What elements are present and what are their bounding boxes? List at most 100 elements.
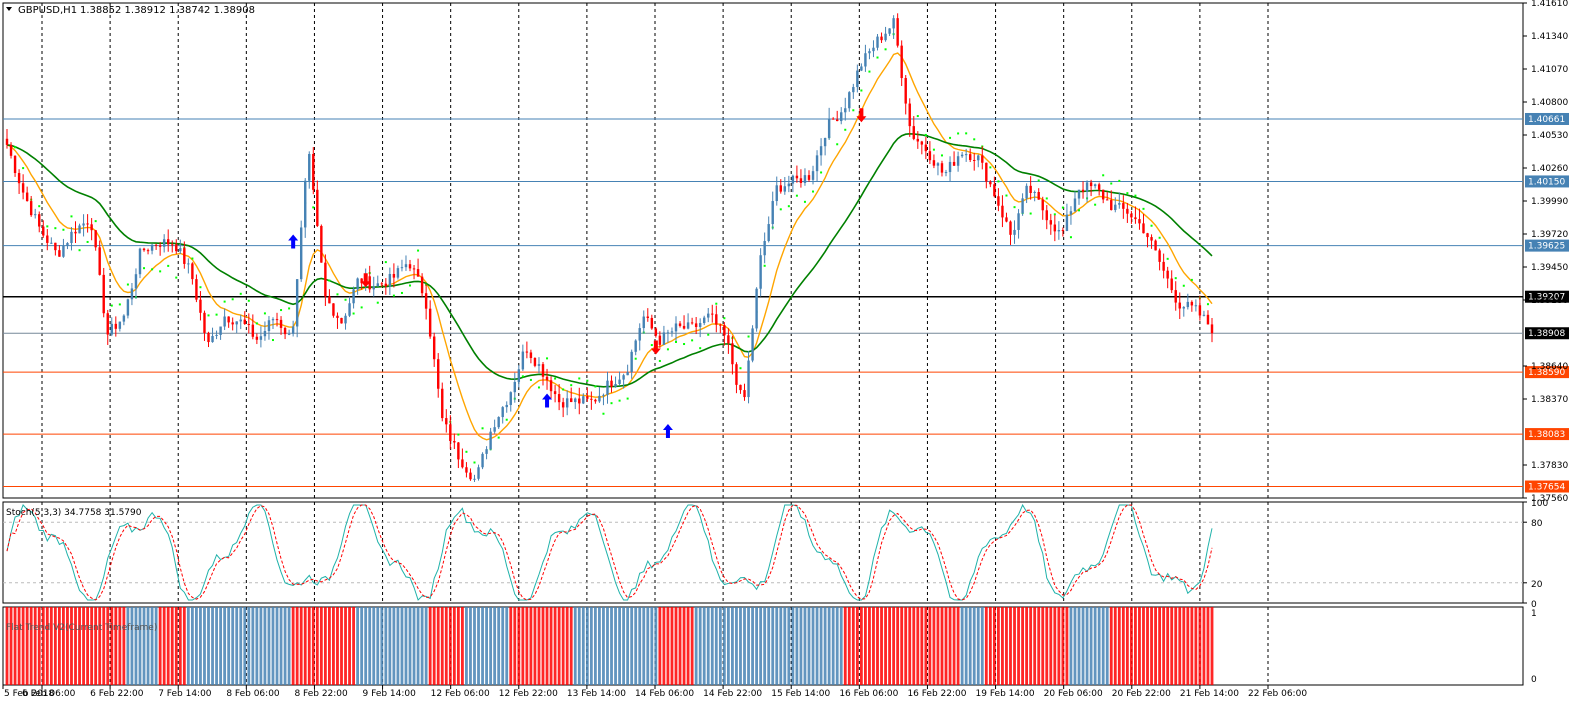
candle-body — [666, 332, 670, 334]
candle-body — [497, 417, 500, 428]
trend-bar — [360, 607, 364, 685]
trend-bar — [182, 607, 186, 685]
candle-body — [590, 398, 593, 400]
trend-bar — [811, 607, 815, 685]
candle-body — [997, 196, 1000, 206]
trend-bar — [452, 607, 456, 685]
trend-bar — [150, 607, 154, 685]
candle-body — [34, 214, 37, 216]
trend-bar — [231, 607, 235, 685]
trend-bar — [1129, 607, 1133, 685]
candle-body — [541, 364, 545, 377]
trend-bar — [352, 607, 355, 685]
trend-bar — [255, 607, 259, 685]
psar-dot — [465, 450, 468, 453]
candle-body — [1154, 240, 1157, 251]
candle-body — [437, 359, 440, 389]
trend-bar — [279, 607, 283, 685]
trend-bar — [561, 607, 565, 685]
level-badge — [1525, 290, 1569, 303]
trend-bar — [134, 607, 138, 685]
trend-bar — [178, 607, 182, 685]
candle-body — [316, 189, 319, 226]
trend-bar — [227, 607, 231, 685]
candle-body — [1118, 203, 1121, 205]
candle-body — [461, 459, 464, 468]
trend-bar — [694, 607, 698, 685]
trend-bar — [823, 607, 827, 685]
candle-body — [944, 172, 948, 174]
trend-bar — [130, 607, 134, 685]
candle-body — [477, 467, 480, 479]
chevron-down-icon[interactable] — [6, 7, 12, 11]
trend-bar — [303, 607, 307, 685]
trend-bar — [718, 607, 722, 685]
candle-body — [670, 331, 674, 333]
candle-body — [751, 328, 754, 361]
candle-body — [602, 394, 605, 396]
trend-bar — [29, 607, 33, 685]
psar-dot — [1005, 194, 1008, 197]
candle-body — [968, 154, 972, 160]
trend-bar — [610, 607, 613, 685]
candle-body — [646, 316, 649, 318]
candle-body — [416, 269, 420, 277]
level-badge-label: 1.37654 — [1528, 483, 1565, 493]
candle-body — [384, 283, 388, 287]
trend-bar — [1113, 607, 1117, 685]
candle-body — [328, 296, 331, 304]
candle-body — [537, 364, 541, 366]
candle-body — [118, 321, 122, 329]
psar-dot — [570, 384, 573, 387]
candle-body — [702, 317, 706, 324]
candle-body — [711, 313, 714, 315]
candle-body — [936, 163, 940, 166]
candle-body — [162, 239, 166, 247]
trend-bar — [743, 607, 746, 685]
x-tick-label: 7 Feb 14:00 — [158, 689, 212, 699]
candle-body — [428, 308, 432, 337]
trend-bar — [1053, 607, 1057, 685]
psar-dot — [940, 154, 943, 157]
trend-bar — [138, 607, 142, 685]
psar-dot — [118, 303, 121, 306]
candle-body — [255, 336, 259, 340]
candle-body — [811, 171, 815, 180]
level-badge-label: 1.38908 — [1528, 329, 1565, 339]
candle-body — [1089, 182, 1093, 187]
candle-body — [662, 332, 666, 345]
y-tick-label: 1.41610 — [1531, 0, 1568, 9]
psar-dot — [1069, 236, 1072, 239]
psar-dot — [594, 385, 597, 388]
candle-body — [977, 155, 980, 161]
y-tick-label: 1.41340 — [1531, 32, 1568, 42]
candle-body — [1053, 224, 1057, 232]
arrow-down-icon — [360, 273, 371, 288]
candle-body — [908, 103, 911, 127]
candle-body — [1206, 314, 1210, 325]
level-badge — [1525, 175, 1569, 188]
panel-frame-1 — [2, 501, 1524, 604]
trend-bar — [690, 607, 694, 685]
psar-dot — [924, 133, 927, 136]
trend-bar — [336, 607, 339, 685]
trend-bar — [598, 607, 601, 685]
psar-dot — [852, 109, 855, 112]
trend-bar — [489, 607, 493, 685]
candle-body — [239, 319, 242, 322]
y-tick-label: 1.40530 — [1531, 131, 1568, 141]
trend-bar — [517, 607, 521, 685]
trend-bar — [928, 607, 932, 685]
trend-bar — [239, 607, 243, 685]
psar-dot — [779, 208, 782, 211]
trend-bar — [509, 607, 513, 685]
psar-dot — [400, 291, 403, 294]
candle-body — [453, 440, 456, 443]
x-tick-label: 15 Feb 14:00 — [771, 689, 830, 699]
trend-bar — [819, 607, 823, 685]
trend-bar — [460, 607, 464, 685]
candle-body — [191, 263, 194, 280]
candle-body — [582, 396, 585, 404]
psar-dot — [787, 205, 790, 208]
trend-bar — [799, 607, 803, 685]
